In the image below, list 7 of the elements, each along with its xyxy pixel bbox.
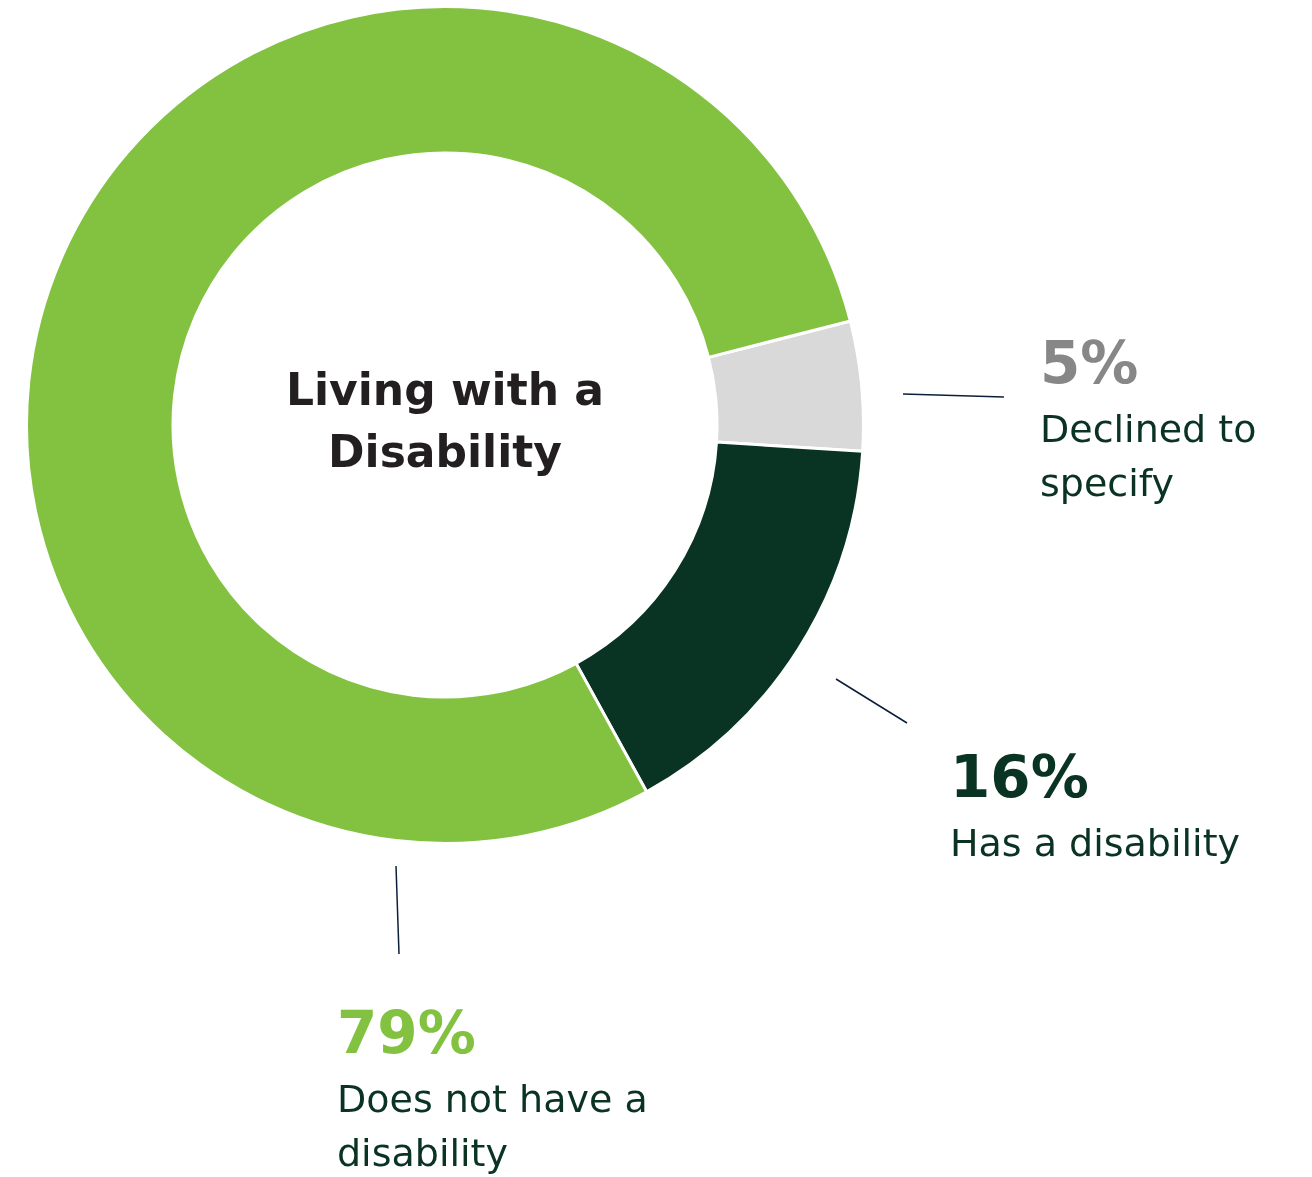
- slice-label: Does not have a disability: [337, 1076, 648, 1175]
- data-label: 79%: [337, 999, 476, 1068]
- text: Living with a Disability: [285, 364, 605, 478]
- data-label: 16%: [950, 743, 1089, 812]
- slice-label: Declined to specify: [1040, 406, 1257, 505]
- data-label: 5%: [1040, 329, 1139, 398]
- slice-label: Has a disability: [950, 820, 1241, 865]
